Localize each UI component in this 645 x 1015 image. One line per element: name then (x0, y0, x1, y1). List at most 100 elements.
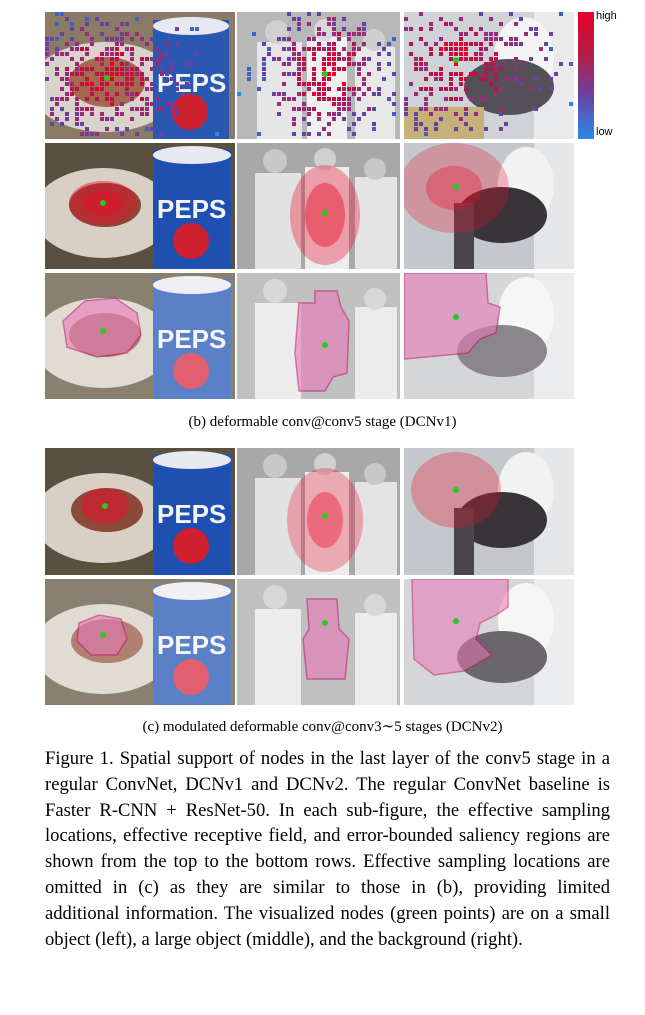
sampling-location-dot (115, 47, 119, 51)
sampling-location-dot (424, 42, 428, 46)
sampling-location-dot (282, 92, 286, 96)
sampling-location-dot (337, 57, 341, 61)
sampling-location-dot (459, 117, 463, 121)
subcaption-b: (b) deformable conv@conv5 stage (DCNv1) (188, 414, 457, 430)
sampling-location-dot (55, 12, 59, 16)
sampling-location-dot (292, 122, 296, 126)
sampling-location-dot (120, 102, 124, 106)
sampling-location-dot (160, 52, 164, 56)
sampling-location-dot (155, 57, 159, 61)
sampling-location-dot (534, 77, 538, 81)
sampling-location-dot (469, 57, 473, 61)
sampling-location-dot (509, 77, 513, 81)
sampling-location-dot (342, 87, 346, 91)
sampling-location-dot (297, 82, 301, 86)
sampling-location-dot (145, 97, 149, 101)
sampling-location-dot (499, 22, 503, 26)
subcaption-c: (c) modulated deformable conv@conv3∼5 st… (142, 719, 503, 735)
sampling-location-dot (464, 87, 468, 91)
sampling-location-dot (357, 27, 361, 31)
sampling-location-dot (429, 112, 433, 116)
sampling-location-dot (352, 87, 356, 91)
sampling-location-dot (120, 112, 124, 116)
sampling-location-dot (444, 47, 448, 51)
sampling-location-dot (80, 27, 84, 31)
sampling-location-dot (459, 42, 463, 46)
sampling-location-dot (439, 87, 443, 91)
sampling-location-dot (80, 67, 84, 71)
sampling-location-dot (155, 62, 159, 66)
sampling-location-dot (377, 92, 381, 96)
sampling-location-dot (85, 97, 89, 101)
sampling-location-dot (337, 67, 341, 71)
sampling-location-dot (347, 52, 351, 56)
sampling-location-dot (499, 107, 503, 111)
sampling-location-dot (469, 97, 473, 101)
sampling-location-dot (404, 107, 408, 111)
figure-caption: Figure 1. Spatial support of nodes in th… (45, 748, 610, 950)
sampling-location-dot (307, 12, 311, 16)
sampling-location-dot (120, 22, 124, 26)
sampling-location-dot (484, 67, 488, 71)
sampling-location-dot (317, 112, 321, 116)
sampling-location-dot (75, 102, 79, 106)
sampling-location-dot (387, 62, 391, 66)
sampling-location-dot (90, 112, 94, 116)
sampling-location-dot (145, 57, 149, 61)
sampling-location-dot (120, 42, 124, 46)
sampling-location-dot (454, 47, 458, 51)
sampling-location-dot (125, 67, 129, 71)
sampling-location-dot (130, 77, 134, 81)
sampling-location-dot (175, 107, 179, 111)
sampling-location-dot (342, 97, 346, 101)
sampling-location-dot (569, 62, 573, 66)
sampling-location-dot (85, 32, 89, 36)
sampling-location-dot (352, 62, 356, 66)
sampling-location-dot (302, 92, 306, 96)
sampling-location-dot (489, 42, 493, 46)
sampling-location-dot (499, 112, 503, 116)
sampling-location-dot (262, 72, 266, 76)
sampling-location-dot (297, 107, 301, 111)
sampling-location-dot (534, 107, 538, 111)
sampling-location-dot (549, 87, 553, 91)
sampling-location-dot (130, 82, 134, 86)
sampling-location-dot (337, 87, 341, 91)
sampling-location-dot (70, 37, 74, 41)
sampling-location-dot (95, 97, 99, 101)
sampling-location-dot (237, 92, 241, 96)
panel-b-saliency-food: PEPS (45, 273, 235, 399)
sampling-location-dot (449, 72, 453, 76)
sampling-location-dot (327, 22, 331, 26)
sampling-location-dot (317, 132, 321, 136)
sampling-location-dot (70, 72, 74, 76)
sampling-location-dot (105, 22, 109, 26)
sampling-location-dot (414, 112, 418, 116)
sampling-location-dot (352, 47, 356, 51)
sampling-location-dot (302, 47, 306, 51)
sampling-location-dot (277, 112, 281, 116)
sampling-location-dot (464, 107, 468, 111)
sampling-location-dot (175, 112, 179, 116)
sampling-location-dot (170, 107, 174, 111)
sampling-location-dot (110, 62, 114, 66)
sampling-location-dot (347, 102, 351, 106)
sampling-location-dot (155, 97, 159, 101)
sampling-location-dot (317, 97, 321, 101)
sampling-location-dot (459, 97, 463, 101)
sampling-location-dot (377, 42, 381, 46)
sampling-location-dot (75, 122, 79, 126)
sampling-location-dot (95, 17, 99, 21)
sampling-location-dot (125, 62, 129, 66)
sampling-location-dot (70, 57, 74, 61)
panel-b-sampling-baseball (237, 12, 400, 139)
sampling-location-dot (247, 72, 251, 76)
sampling-location-dot (347, 87, 351, 91)
sampling-location-dot (434, 42, 438, 46)
sampling-location-dot (95, 72, 99, 76)
sampling-location-dot (165, 52, 169, 56)
sampling-location-dot (509, 12, 513, 16)
sampling-location-dot (489, 37, 493, 41)
sampling-location-dot (347, 32, 351, 36)
sampling-location-dot (449, 47, 453, 51)
